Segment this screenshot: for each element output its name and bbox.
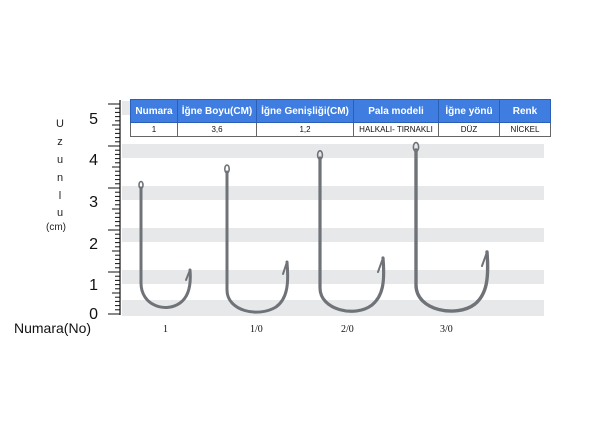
ruler [108, 100, 121, 315]
axis-title-letter: z [57, 136, 63, 148]
header-igne-yonu: İğne yönü [438, 99, 500, 123]
tick-label: 5 [89, 111, 98, 128]
header-igne-genisligi: İğne Genişliği(CM) [256, 99, 354, 123]
axis-title-letter: n [56, 172, 64, 184]
axis-title-letter: l [58, 190, 62, 202]
cell-igne-yonu: DÜZ [438, 122, 500, 137]
hook-1 [138, 180, 192, 309]
background-band [122, 144, 544, 158]
tick-label: 2 [89, 236, 98, 253]
cell-numara: 1 [130, 122, 178, 137]
x-axis-title: Numara(No) [14, 320, 92, 336]
table-row: 1 3,6 1,2 HALKALI- TIRNAKLI DÜZ NİCKEL [130, 122, 551, 137]
axis-title-letter: u [56, 154, 64, 166]
hook-number-label: 1 [163, 324, 168, 335]
table-header-row: Numara İğne Boyu(CM) İğne Genişliği(CM) … [130, 99, 551, 123]
hook-2-0 [316, 150, 386, 313]
tick-label: 0 [89, 306, 98, 323]
cell-renk: NİCKEL [499, 122, 551, 137]
header-igne-boyu: İğne Boyu(CM) [177, 99, 257, 123]
cell-igne-genisligi: 1,2 [256, 122, 354, 137]
header-numara: Numara [130, 99, 178, 123]
hook-3-0 [412, 141, 490, 313]
axis-unit: (cm) [46, 222, 66, 233]
tick-label: 1 [89, 277, 98, 294]
spec-table: Numara İğne Boyu(CM) İğne Genişliği(CM) … [130, 99, 551, 137]
hook-number-label: 3/0 [440, 324, 453, 335]
tick-label: 4 [89, 152, 98, 169]
hook-1-0 [224, 164, 290, 314]
cell-pala-modeli: HALKALI- TIRNAKLI [353, 122, 439, 137]
hook-number-label: 2/0 [341, 324, 354, 335]
hook-number-label: 1/0 [250, 324, 263, 335]
axis-title-letter: u [56, 207, 64, 219]
cell-igne-boyu: 3,6 [177, 122, 257, 137]
axis-title-letter: U [56, 118, 64, 130]
tick-label: 3 [89, 194, 98, 211]
